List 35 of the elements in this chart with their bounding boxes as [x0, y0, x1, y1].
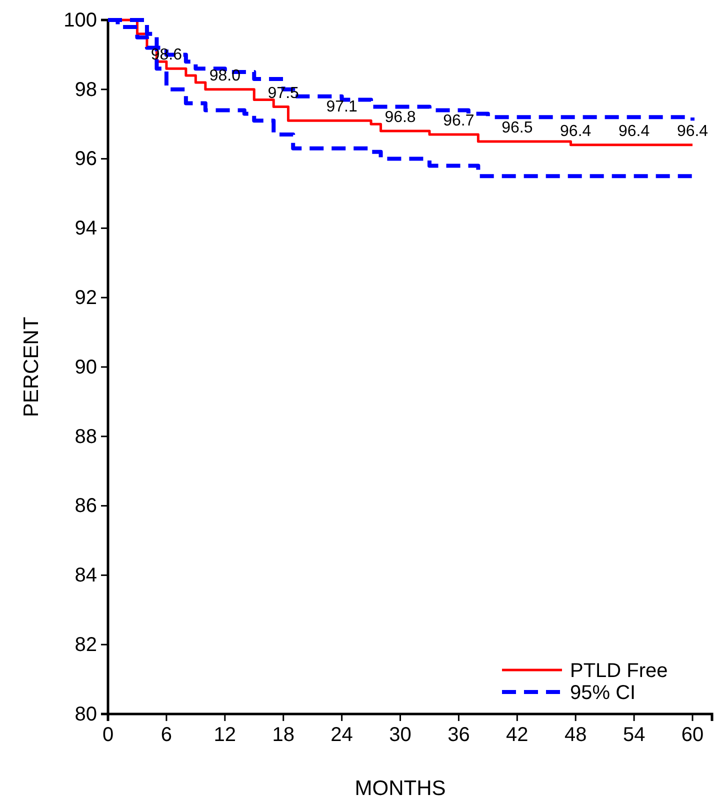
x-axis-title: MONTHS [354, 777, 446, 800]
x-tick-label: 24 [330, 724, 353, 746]
y-tick-label: 100 [64, 9, 97, 32]
annotation: 96.8 [384, 109, 416, 126]
y-tick-label: 86 [74, 495, 97, 518]
annotation: 96.5 [502, 119, 533, 136]
y-tick-label: 94 [74, 218, 97, 240]
annotation: 97.5 [268, 84, 300, 102]
x-tick-label: 36 [448, 724, 470, 746]
x-tick-label: 30 [389, 724, 412, 746]
annotation: 97.1 [326, 98, 358, 116]
annotation: 96.7 [443, 112, 474, 130]
legend-label: PTLD Free [570, 660, 668, 682]
x-tick-label: 48 [564, 724, 587, 746]
y-tick-label: 88 [74, 426, 97, 448]
x-tick-label: 18 [272, 724, 294, 746]
annotation: 96.4 [676, 122, 708, 140]
x-tick-label: 42 [506, 724, 528, 746]
x-tick-label: 12 [214, 724, 236, 746]
y-axis-title: PERCENT [20, 316, 43, 418]
y-tick-label: 82 [74, 634, 97, 656]
x-tick-label: 6 [160, 724, 172, 746]
annotation: 96.4 [560, 122, 592, 140]
y-tick-label: 80 [74, 703, 97, 726]
y-tick-label: 84 [74, 564, 97, 587]
x-tick-label: 54 [622, 724, 646, 746]
x-tick-label: 60 [681, 724, 704, 746]
legend-label: 95% CI [570, 682, 636, 704]
annotation: 98.0 [209, 67, 241, 84]
y-tick-label: 92 [74, 287, 97, 309]
y-tick-label: 96 [74, 148, 97, 170]
y-tick-label: 90 [74, 356, 97, 378]
annotation: 96.4 [618, 122, 650, 140]
x-tick-label: 0 [102, 724, 114, 746]
y-tick-label: 98 [74, 78, 97, 101]
